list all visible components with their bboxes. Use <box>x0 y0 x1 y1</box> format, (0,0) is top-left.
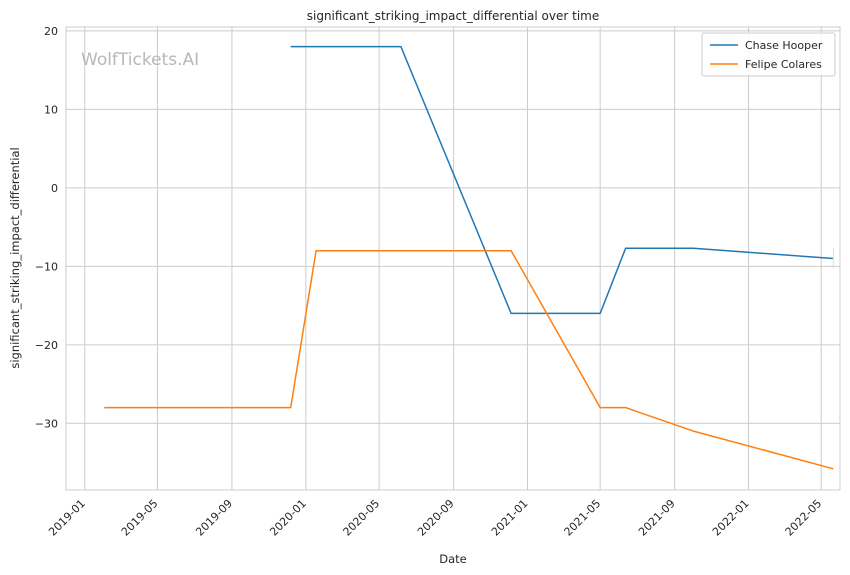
y-tick-label: 20 <box>44 25 58 38</box>
legend-label-felipe-colares: Felipe Colares <box>745 58 822 71</box>
grid <box>66 27 840 490</box>
chart-title: significant_striking_impact_differential… <box>307 9 599 23</box>
y-tick-label: −30 <box>35 417 58 430</box>
y-tick-label: 0 <box>51 182 58 195</box>
y-axis-title: significant_striking_impact_differential <box>8 147 22 368</box>
series-line-chase-hooper <box>290 45 834 315</box>
watermark: WolfTickets.AI <box>81 50 199 70</box>
legend-label-chase-hooper: Chase Hooper <box>745 39 823 52</box>
plot-frame <box>65 26 841 491</box>
legend-box <box>701 32 836 77</box>
y-tick-label: −10 <box>35 260 58 273</box>
x-axis-title: Date <box>439 552 467 566</box>
series-line-felipe-colares <box>104 249 834 470</box>
series-lines <box>104 45 834 470</box>
y-tick-label: −20 <box>35 339 58 352</box>
legend: Chase Hooper Felipe Colares <box>701 32 836 77</box>
y-tick-label: 10 <box>44 103 58 116</box>
